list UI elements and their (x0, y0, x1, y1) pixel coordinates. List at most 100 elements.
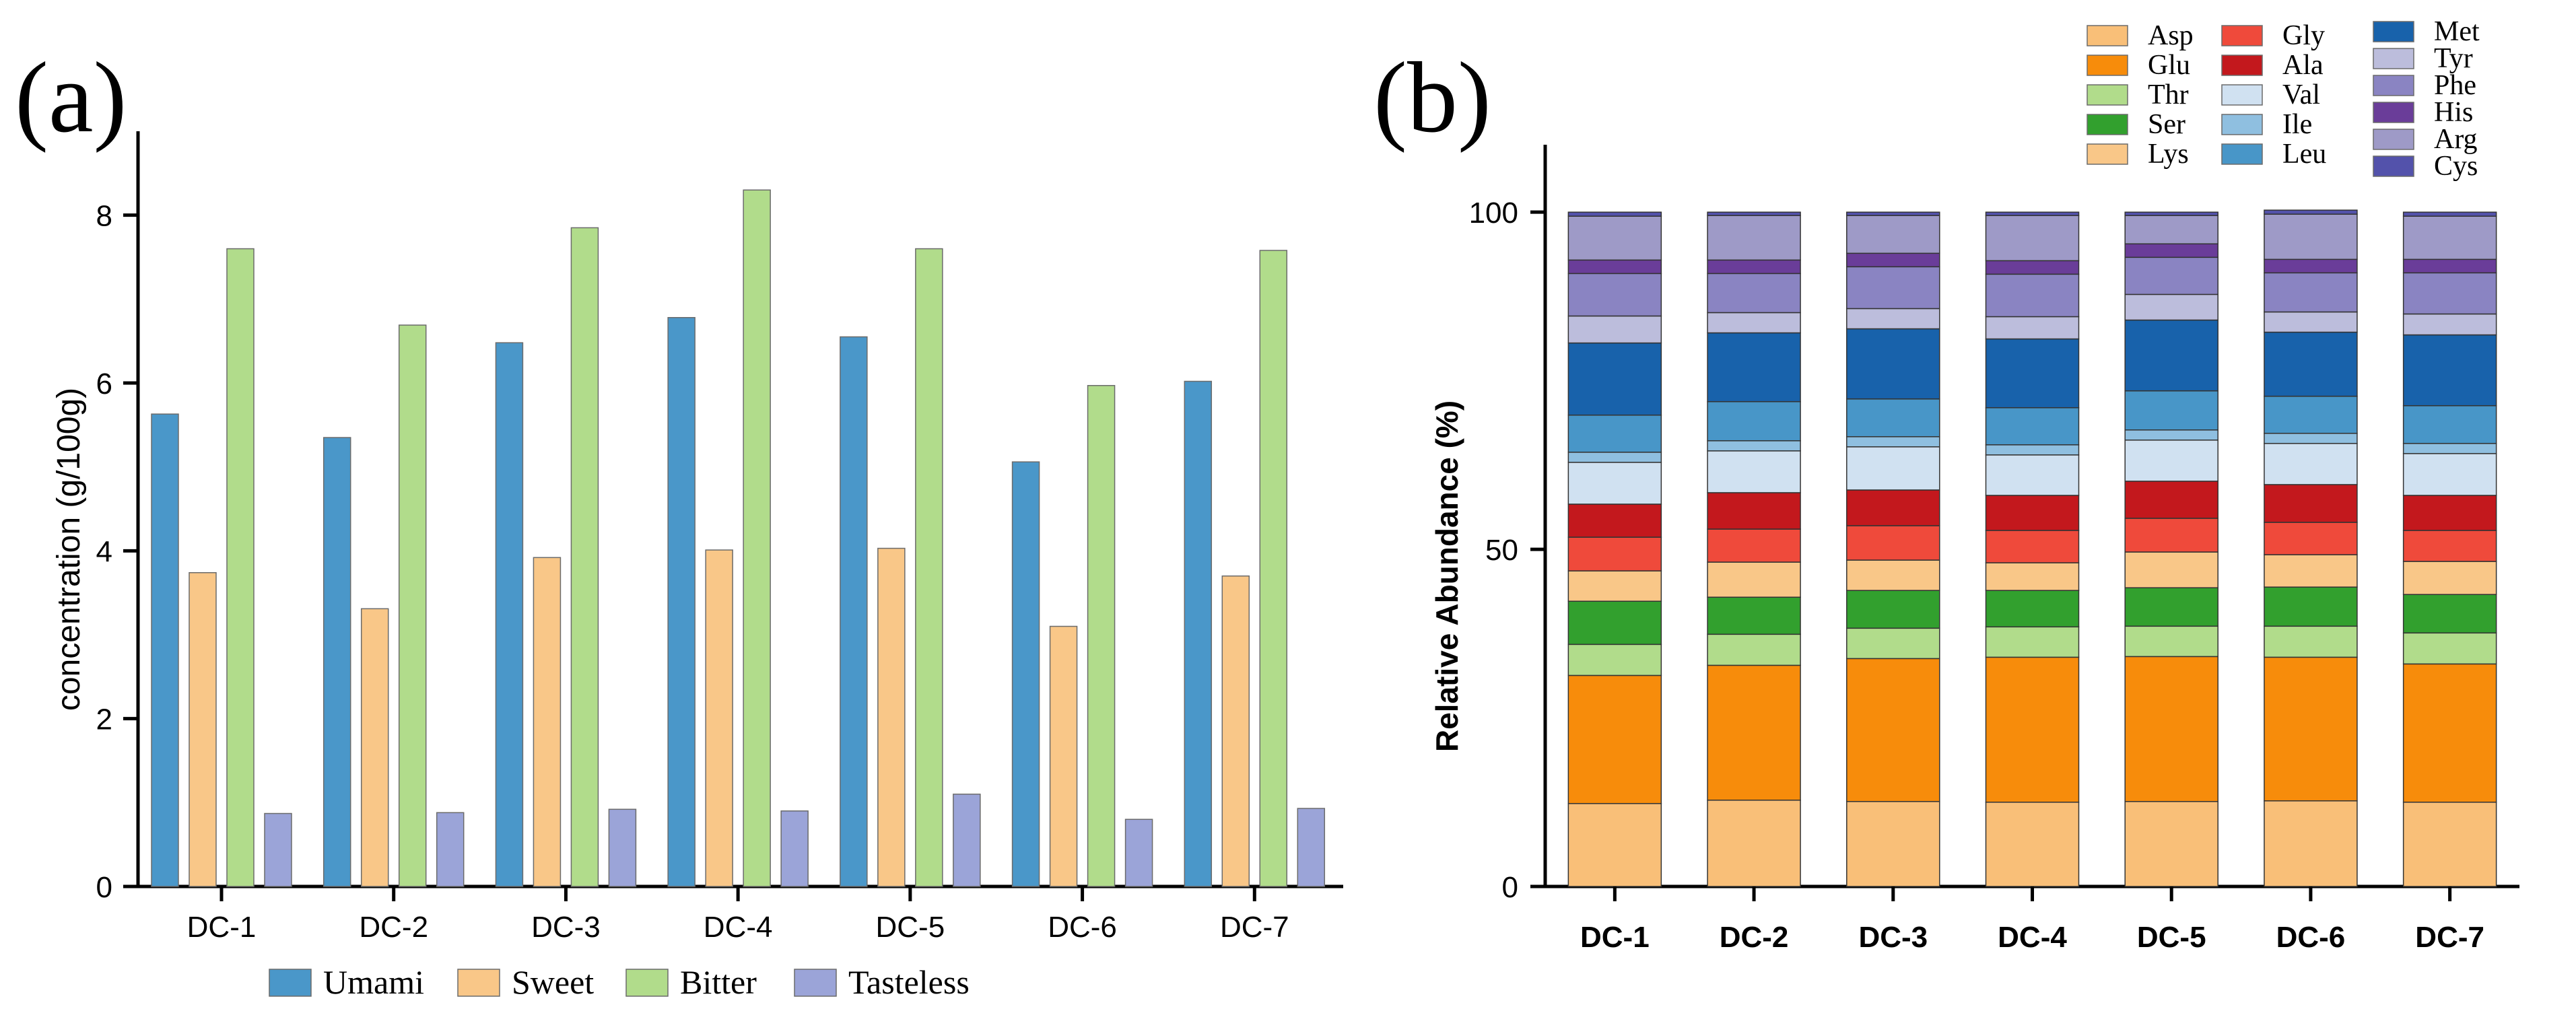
segment-thr-dc-7 (2402, 632, 2497, 665)
segment-lys-dc-2 (1707, 561, 1801, 598)
segment-leu-dc-3 (1846, 398, 1940, 438)
segment-cys-dc-7 (2402, 211, 2497, 217)
segment-arg-dc-5 (2124, 215, 2218, 245)
segment-ile-dc-7 (2402, 443, 2497, 454)
segment-tyr-dc-4 (1985, 316, 2080, 340)
panel-b-label: (b) (1374, 42, 1491, 153)
y-tick-label: 2 (96, 703, 112, 736)
bar-umami-dc-1 (151, 413, 179, 887)
segment-phe-dc-7 (2402, 272, 2497, 315)
legend-label-bitter: Bitter (680, 963, 757, 1001)
chart-a: 0 2 4 6 8 concentration (g/100g) DC-1 DC-2 DC-3 D… (51, 131, 1343, 1001)
segment-lys-dc-1 (1567, 570, 1662, 602)
legend-label-arg: Arg (2434, 124, 2478, 155)
segment-ser-dc-4 (1985, 590, 2080, 628)
legend-label-ala: Ala (2282, 50, 2324, 81)
segment-his-dc-1 (1567, 259, 1662, 275)
x-tick-label: DC-2 (359, 911, 428, 944)
legend-label-leu: Leu (2282, 139, 2326, 170)
bar-tasteless-dc-5 (953, 794, 981, 887)
segment-asp-dc-2 (1707, 800, 1801, 887)
y-tick-label: 100 (1469, 197, 1518, 230)
legend-swatch-his (2373, 102, 2414, 123)
legend-label-his: His (2434, 97, 2473, 128)
segment-val-dc-6 (2264, 443, 2358, 485)
segment-ile-dc-5 (2124, 429, 2218, 441)
segment-cys-dc-4 (1985, 211, 2080, 216)
segment-arg-dc-1 (1567, 215, 1662, 261)
segment-thr-dc-2 (1707, 633, 1801, 666)
segment-cys-dc-3 (1846, 211, 1940, 216)
segment-tyr-dc-7 (2402, 313, 2497, 336)
x-tick-label: DC-3 (1858, 921, 1928, 954)
segment-glu-dc-2 (1707, 664, 1801, 801)
segment-met-dc-2 (1707, 332, 1801, 403)
legend-label-thr: Thr (2148, 79, 2189, 110)
segment-phe-dc-1 (1567, 273, 1662, 317)
segment-phe-dc-2 (1707, 273, 1801, 314)
bar-umami-dc-4 (667, 317, 696, 887)
legend-label-glu: Glu (2148, 50, 2190, 81)
legend-swatch-phe (2373, 75, 2414, 96)
segment-leu-dc-5 (2124, 390, 2218, 431)
segment-tyr-dc-6 (2264, 311, 2358, 333)
segment-ala-dc-5 (2124, 481, 2218, 519)
segment-asp-dc-7 (2402, 802, 2497, 887)
segment-asp-dc-5 (2124, 801, 2218, 887)
segment-glu-dc-6 (2264, 656, 2358, 802)
legend-swatch-sweet (457, 969, 500, 997)
bar-tasteless-dc-7 (1297, 808, 1326, 887)
bar-umami-dc-3 (495, 342, 524, 887)
bar-tasteless-dc-4 (780, 810, 809, 887)
legend-swatch-gly (2221, 25, 2263, 46)
segment-val-dc-5 (2124, 440, 2218, 482)
segment-leu-dc-6 (2264, 395, 2358, 434)
legend-label-sweet: Sweet (512, 963, 594, 1001)
bar-sweet-dc-5 (877, 547, 906, 887)
segment-ser-dc-1 (1567, 600, 1662, 646)
segment-asp-dc-4 (1985, 802, 2080, 887)
segment-asp-dc-6 (2264, 800, 2358, 887)
segment-arg-dc-6 (2264, 213, 2358, 260)
panel-a-label: (a) (15, 42, 127, 153)
segment-met-dc-1 (1567, 342, 1662, 416)
segment-ala-dc-4 (1985, 495, 2080, 531)
segment-tyr-dc-1 (1567, 315, 1662, 344)
segment-glu-dc-1 (1567, 674, 1662, 804)
segment-arg-dc-7 (2402, 215, 2497, 260)
legend-swatch-ile (2221, 114, 2263, 135)
legend-swatch-ala (2221, 55, 2263, 76)
segment-ala-dc-7 (2402, 495, 2497, 531)
legend-swatch-arg (2373, 129, 2414, 150)
bar-bitter-dc-6 (1087, 384, 1116, 887)
segment-his-dc-3 (1846, 252, 1940, 268)
y-axis-title: Relative Abundance (%) (1429, 400, 1464, 752)
bar-sweet-dc-2 (360, 608, 389, 887)
y-tick-label: 8 (96, 200, 112, 233)
segment-cys-dc-6 (2264, 209, 2358, 215)
segment-cys-dc-1 (1567, 211, 1662, 217)
legend-label-lys: Lys (2148, 139, 2189, 170)
segment-met-dc-6 (2264, 331, 2358, 397)
bar-sweet-dc-7 (1221, 575, 1250, 887)
segment-his-dc-2 (1707, 259, 1801, 275)
segment-ser-dc-6 (2264, 586, 2358, 627)
segment-gly-dc-6 (2264, 522, 2358, 555)
segment-asp-dc-3 (1846, 801, 1940, 887)
segment-ala-dc-1 (1567, 503, 1662, 538)
bar-bitter-dc-4 (743, 189, 771, 887)
legend-label-gly: Gly (2282, 20, 2325, 51)
segment-leu-dc-7 (2402, 405, 2497, 444)
segment-thr-dc-1 (1567, 643, 1662, 676)
segment-lys-dc-5 (2124, 551, 2218, 588)
legend-label-tyr: Tyr (2434, 43, 2473, 74)
segment-gly-dc-1 (1567, 536, 1662, 571)
y-tick-label: 6 (96, 368, 112, 400)
segment-ala-dc-3 (1846, 489, 1940, 526)
y-tick-label: 4 (96, 535, 112, 568)
segment-cys-dc-5 (2124, 211, 2218, 216)
segment-met-dc-5 (2124, 319, 2218, 392)
segment-glu-dc-5 (2124, 656, 2218, 802)
segment-asp-dc-1 (1567, 803, 1662, 887)
